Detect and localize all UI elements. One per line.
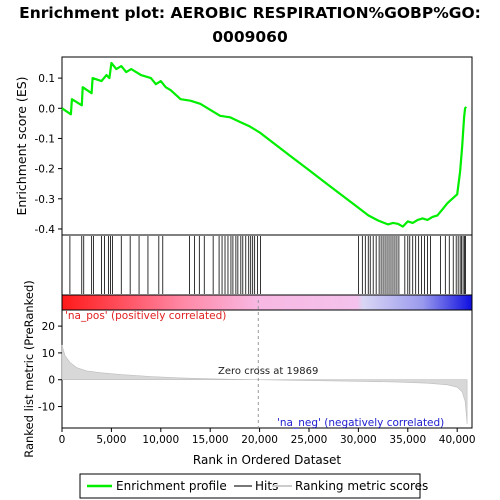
ranked-y-ticks: 20 10 0 -10: [38, 321, 62, 414]
es-series: [61, 61, 468, 228]
x-tick-label: 5,000: [96, 434, 126, 446]
es-y-ticks: 0.1 0.0 -0.1 -0.2 -0.3 -0.4: [35, 73, 62, 236]
es-y-tick-label: -0.2: [35, 164, 56, 176]
es-y-tick-label: -0.1: [35, 133, 56, 145]
es-panel-frame: [61, 56, 473, 236]
x-axis-label: Rank in Ordered Dataset: [193, 453, 341, 467]
x-axis-ticks: 0 5,000 10,000 15,000 20,000 25,000 30,000 35,0…: [59, 428, 476, 446]
x-tick-label: 25,000: [291, 434, 328, 446]
neg-label: 'na_neg' (negatively correlated): [277, 417, 444, 429]
legend-hits-label: Hits: [255, 479, 278, 493]
chart-title-line1: Enrichment plot: AEROBIC RESPIRATION%GOB…: [19, 4, 481, 22]
ranked-panel-frame: [61, 309, 473, 429]
chart-title-line2: 0009060: [212, 28, 288, 46]
legend-ranking-label: Ranking metric scores: [295, 479, 428, 493]
zero-cross-label: Zero cross at 19869: [218, 366, 318, 377]
x-tick-label: 0: [59, 434, 66, 446]
ranked-y-tick-label: 10: [42, 348, 55, 360]
x-tick-label: 15,000: [192, 434, 229, 446]
pos-label: 'na_pos' (positively correlated): [65, 310, 226, 322]
es-y-tick-label: -0.4: [35, 224, 56, 236]
ranked-y-tick-label: 20: [42, 321, 55, 333]
es-y-tick-label: 0.0: [38, 103, 55, 115]
ranking-metric-area: [61, 344, 468, 425]
ranked-y-axis-label: Ranked list metric (PreRanked): [22, 280, 36, 458]
x-tick-label: 30,000: [340, 434, 377, 446]
hits-panel-frame: [61, 234, 473, 296]
rank-gradient-bar: [62, 295, 472, 310]
x-tick-label: 10,000: [142, 434, 179, 446]
x-tick-label: 20,000: [241, 434, 278, 446]
x-tick-label: 40,000: [439, 434, 476, 446]
enrichment-profile-line: [61, 61, 468, 228]
ranked-y-tick-label: -10: [38, 402, 55, 414]
x-tick-label: 35,000: [389, 434, 426, 446]
legend-enrichment-label: Enrichment profile: [116, 479, 227, 493]
es-y-axis-label: Enrichment score (ES): [14, 76, 29, 215]
ranked-metric-area: [61, 344, 468, 425]
hit-marks: [69, 236, 466, 294]
ranked-y-tick-label: 0: [48, 375, 55, 387]
es-y-tick-label: -0.3: [35, 194, 56, 206]
legend: Enrichment profile Hits Ranking metric s…: [79, 473, 428, 499]
es-y-tick-label: 0.1: [38, 73, 55, 85]
